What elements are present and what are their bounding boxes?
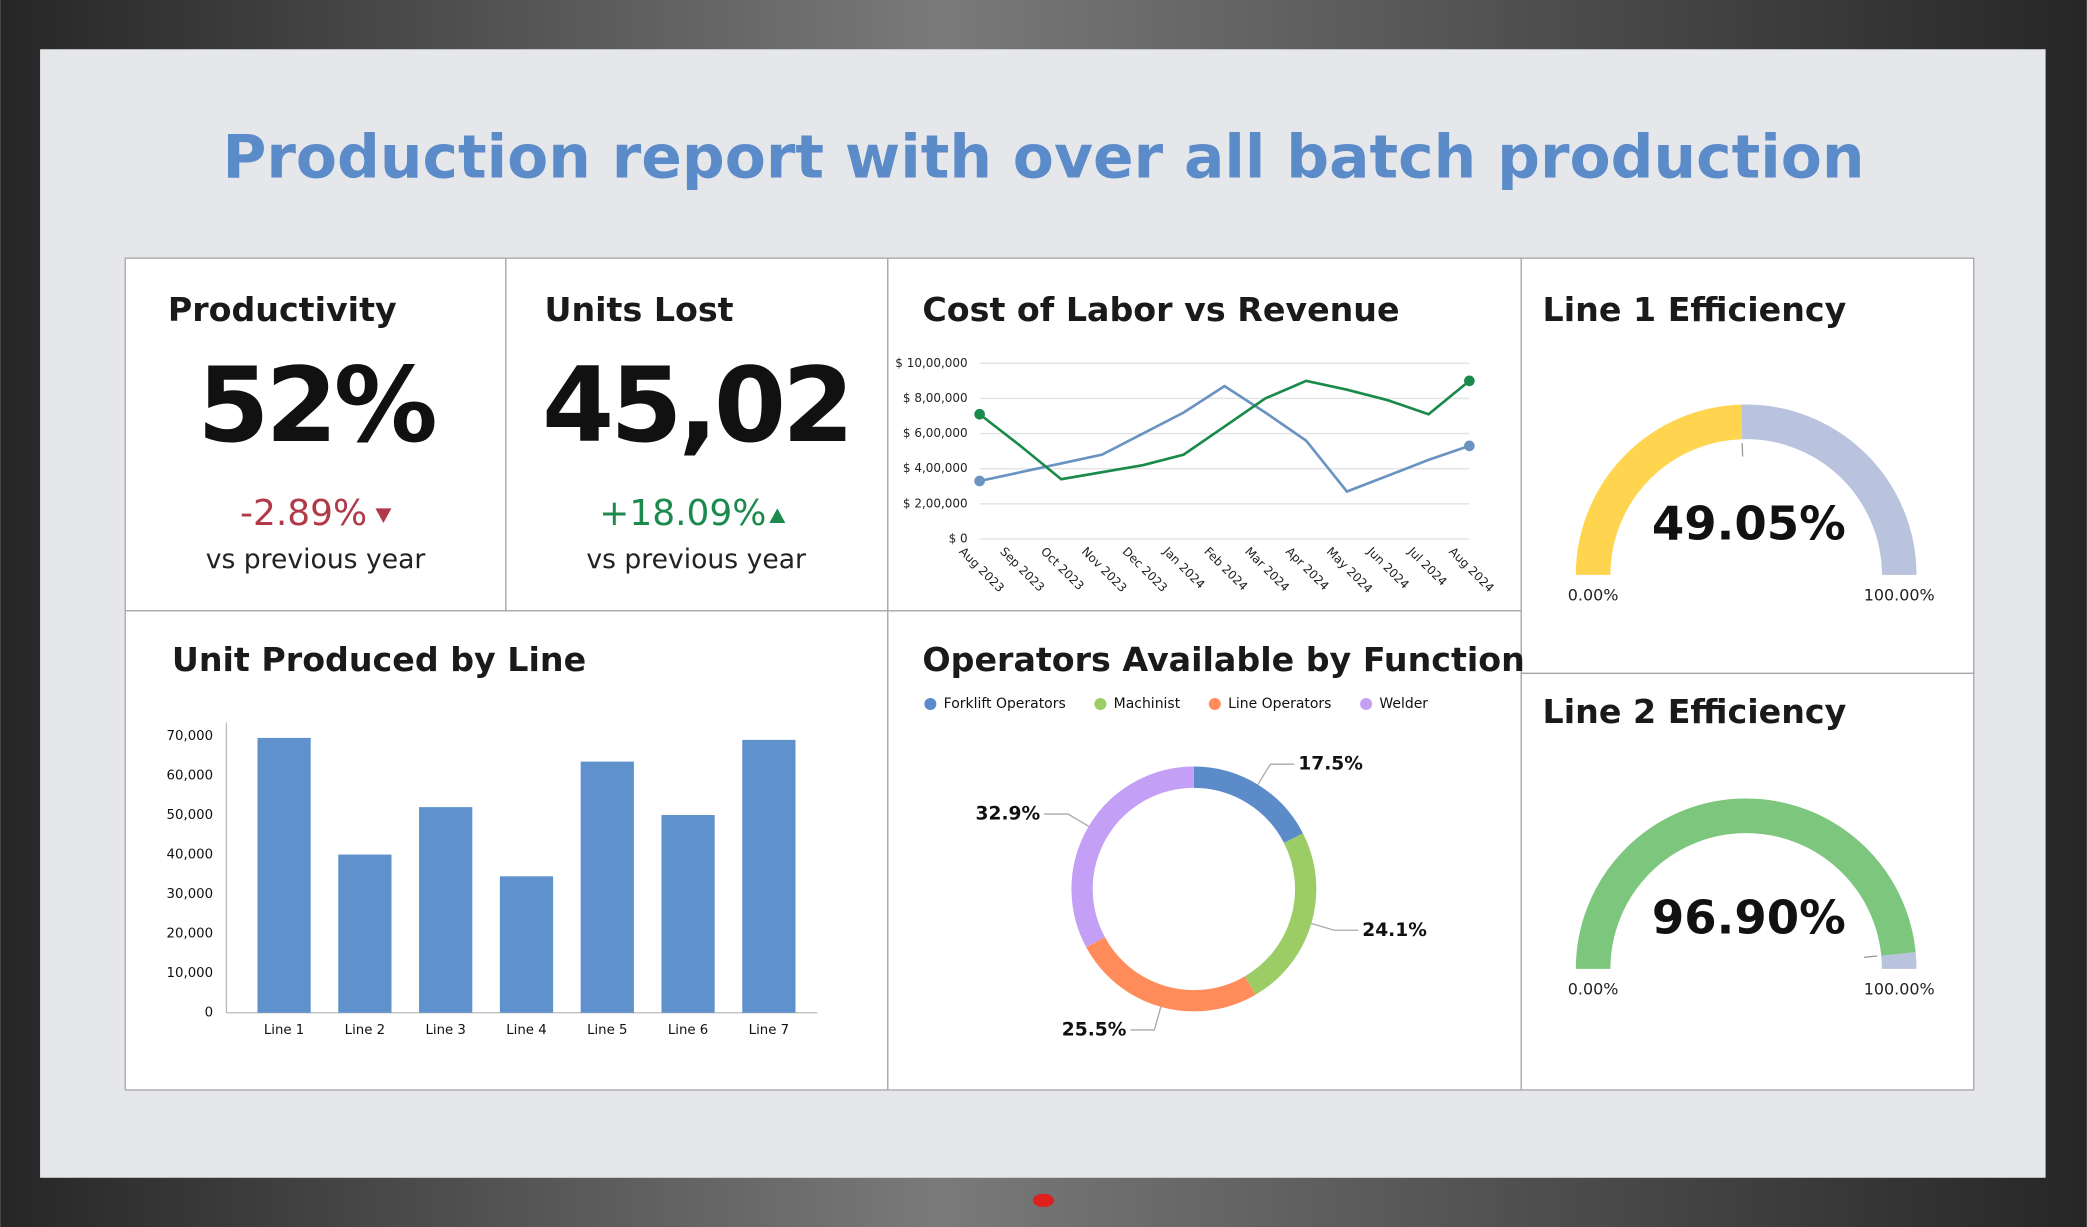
down-arrow bbox=[375, 508, 392, 524]
x-tick-label: Line 1 bbox=[264, 1023, 304, 1038]
x-tick-label: Line 5 bbox=[587, 1023, 627, 1038]
y-tick-label: $ 6,00,000 bbox=[903, 426, 968, 440]
up-arrow bbox=[769, 508, 786, 524]
legend-label: Line Operators bbox=[1228, 696, 1331, 712]
bar bbox=[742, 739, 796, 1013]
y-tick-label: $ 10,00,000 bbox=[895, 356, 967, 370]
data-label: 32.9% bbox=[976, 804, 1041, 825]
chart-title: Line 2 Efficiency bbox=[1543, 692, 1847, 731]
y-tick-label: $ 4,00,000 bbox=[903, 461, 968, 475]
kpi-value: 45,02 bbox=[542, 346, 850, 466]
end-point bbox=[1464, 440, 1475, 452]
data-label: 24.1% bbox=[1362, 920, 1427, 941]
chart-title: Operators Available by Function bbox=[922, 640, 1524, 679]
kpi-note: vs previous year bbox=[586, 544, 806, 575]
bar bbox=[419, 807, 473, 1013]
leader-line bbox=[1044, 813, 1090, 827]
gauge-range-label: 0.00% bbox=[1568, 586, 1619, 605]
y-tick-label: 10,000 bbox=[167, 966, 214, 981]
bar bbox=[338, 854, 392, 1013]
legend-label: Welder bbox=[1379, 696, 1428, 712]
y-tick-label: 40,000 bbox=[167, 848, 214, 863]
legend-label: Forklift Operators bbox=[944, 696, 1066, 712]
donut-segment bbox=[1071, 766, 1195, 948]
gauge-track bbox=[1741, 404, 1917, 576]
data-label: 25.5% bbox=[1062, 1019, 1127, 1040]
y-tick-label: 0 bbox=[205, 1006, 213, 1021]
gauge-value-label: 96.90% bbox=[1652, 890, 1846, 944]
end-point bbox=[974, 475, 985, 487]
x-tick-label: Line 2 bbox=[345, 1023, 385, 1038]
kpi-change: +18.09% bbox=[599, 493, 766, 534]
gauge-range-label: 100.00% bbox=[1864, 980, 1935, 999]
kpi-note: vs previous year bbox=[206, 544, 426, 575]
gauge-value bbox=[1575, 798, 1916, 969]
y-tick-label: 30,000 bbox=[167, 887, 214, 902]
gauge-range-label: 0.00% bbox=[1568, 980, 1619, 999]
leader-line bbox=[1311, 922, 1359, 931]
donut-segment bbox=[1193, 766, 1303, 844]
card bbox=[1520, 257, 1975, 675]
y-tick-label: $ 8,00,000 bbox=[903, 391, 968, 405]
kpi-title: Units Lost bbox=[544, 290, 733, 329]
line-series bbox=[978, 379, 1471, 481]
x-tick-label: Line 6 bbox=[668, 1023, 708, 1038]
gauge-pointer bbox=[1863, 955, 1878, 958]
bar bbox=[499, 876, 554, 1013]
chart-title: Cost of Labor vs Revenue bbox=[922, 290, 1399, 329]
data-label: 17.5% bbox=[1298, 754, 1363, 775]
bar bbox=[257, 737, 311, 1013]
kpi-title: Productivity bbox=[168, 290, 397, 329]
donut-segment bbox=[1086, 936, 1256, 1012]
leader-line bbox=[1257, 763, 1295, 785]
x-tick-label: Line 4 bbox=[506, 1023, 546, 1038]
kpi-value: 52% bbox=[197, 346, 434, 466]
kpi-change: -2.89% bbox=[240, 493, 367, 534]
card bbox=[124, 257, 507, 612]
gauge-range-label: 100.00% bbox=[1864, 586, 1935, 605]
bar bbox=[661, 815, 715, 1013]
y-tick-label: 20,000 bbox=[167, 927, 214, 942]
x-tick-label: Line 7 bbox=[749, 1023, 789, 1038]
card bbox=[887, 610, 1522, 1091]
card bbox=[1520, 672, 1975, 1091]
chart-title: Unit Produced by Line bbox=[172, 640, 586, 679]
y-tick-label: 50,000 bbox=[167, 808, 214, 823]
legend-label: Machinist bbox=[1114, 696, 1181, 712]
y-tick-label: 70,000 bbox=[167, 729, 214, 744]
end-point bbox=[1464, 375, 1475, 387]
bar bbox=[580, 761, 634, 1013]
gauge-track bbox=[1881, 952, 1917, 970]
end-point bbox=[974, 408, 985, 420]
card bbox=[887, 257, 1522, 612]
line-series bbox=[979, 384, 1470, 494]
legend-swatch bbox=[1094, 698, 1107, 710]
legend-swatch bbox=[1208, 698, 1221, 710]
x-tick-label: Line 3 bbox=[425, 1023, 465, 1038]
gauge-value-label: 49.05% bbox=[1652, 496, 1846, 550]
legend-swatch bbox=[924, 698, 937, 710]
page-title: Production report with over all batch pr… bbox=[222, 123, 1864, 193]
leader-line bbox=[1130, 1006, 1162, 1031]
legend-swatch bbox=[1360, 698, 1373, 710]
y-tick-label: $ 2,00,000 bbox=[903, 496, 968, 510]
power-light bbox=[1032, 1193, 1055, 1208]
y-tick-label: 60,000 bbox=[167, 768, 214, 783]
donut-segment bbox=[1244, 833, 1317, 995]
gauge-value bbox=[1575, 404, 1743, 576]
y-tick-label: $ 0 bbox=[949, 531, 968, 545]
chart-title: Line 1 Efficiency bbox=[1543, 290, 1847, 329]
